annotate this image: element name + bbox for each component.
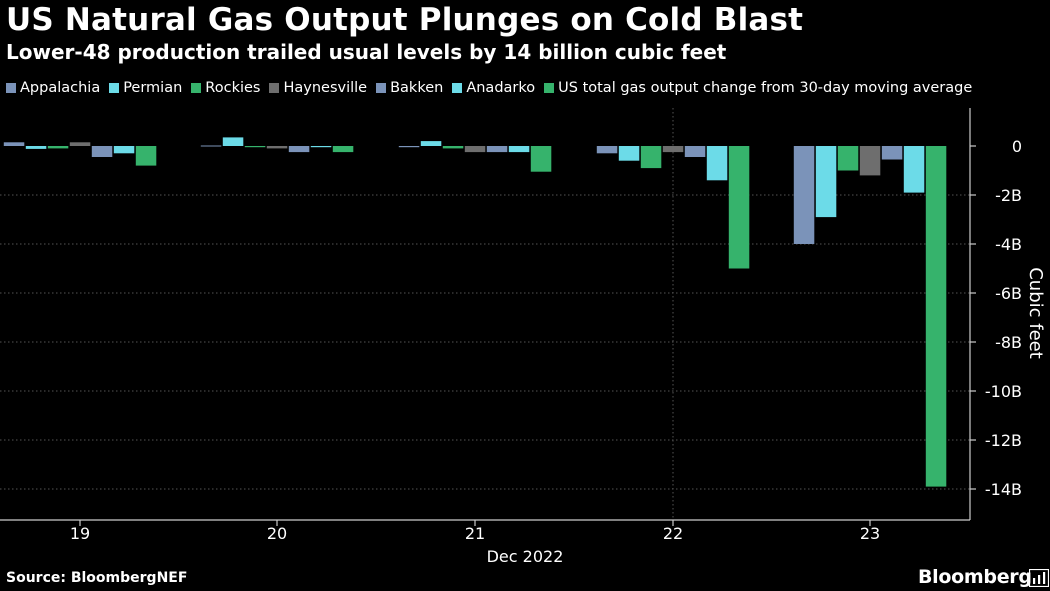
- legend-item: Appalachia: [6, 80, 100, 96]
- bar-rockies-dec-19: [47, 146, 69, 149]
- brand-wordmark: Bloomberg: [918, 566, 1032, 588]
- bar-appalachia-dec-19: [3, 142, 25, 146]
- x-tick-label: 21: [465, 524, 485, 543]
- bar-rockies-dec-23: [837, 146, 859, 171]
- bar-rockies-dec-22: [640, 146, 662, 169]
- bar-bakken-dec-21: [486, 146, 508, 153]
- y-tick-label: -4B: [995, 235, 1022, 254]
- legend-item: Haynesville: [269, 80, 367, 96]
- bar-haynesville-dec-22: [662, 146, 684, 153]
- x-tick-label: 23: [860, 524, 880, 543]
- legend-swatch: [376, 83, 387, 93]
- y-tick-label: -2B: [995, 186, 1022, 205]
- legend-swatch: [269, 83, 280, 93]
- bar-us-total-gas-output-change-from-30-day-moving-average-dec-21: [530, 146, 552, 172]
- chart-subtitle: Lower-48 production trailed usual levels…: [6, 40, 727, 64]
- bar-haynesville-dec-23: [859, 146, 881, 176]
- x-tick-label: 20: [267, 524, 287, 543]
- y-axis-label: Cubic feet: [1025, 267, 1046, 359]
- bar-permian-dec-20: [222, 137, 244, 146]
- bar-haynesville-dec-21: [464, 146, 486, 153]
- bar-permian-dec-23: [815, 146, 837, 218]
- bar-appalachia-dec-22: [596, 146, 618, 154]
- bar-haynesville-dec-19: [69, 142, 91, 146]
- bar-bakken-dec-19: [91, 146, 113, 157]
- bar-rockies-dec-21: [442, 146, 464, 149]
- bar-us-total-gas-output-change-from-30-day-moving-average-dec-19: [135, 146, 157, 166]
- x-axis-label: Dec 2022: [487, 547, 564, 566]
- legend-label: Anadarko: [466, 80, 536, 96]
- legend-swatch: [452, 83, 463, 93]
- bar-bakken-dec-22: [684, 146, 706, 157]
- legend-label: Rockies: [205, 80, 261, 96]
- y-tick-label: -8B: [995, 333, 1022, 352]
- bloomberg-logo-icon: [1029, 569, 1049, 587]
- bar-anadarko-dec-21: [508, 146, 530, 153]
- axes: 0 -2B -4B -6B -8B -10B -12B -14B 19 20 21 22 23: [0, 108, 1022, 543]
- legend-label: Bakken: [390, 80, 444, 96]
- x-tick-label: 19: [70, 524, 90, 543]
- bar-rockies-dec-20: [244, 146, 266, 148]
- y-tick-label: -6B: [995, 284, 1022, 303]
- legend-swatch: [544, 83, 555, 93]
- x-tick-label: 22: [663, 524, 683, 543]
- bar-anadarko-dec-20: [310, 146, 332, 148]
- legend-swatch: [191, 83, 202, 93]
- legend-item: Permian: [109, 80, 182, 96]
- bar-appalachia-dec-23: [793, 146, 815, 244]
- bar-appalachia-dec-21: [398, 146, 420, 148]
- bar-anadarko-dec-23: [903, 146, 925, 193]
- legend-label: Haynesville: [283, 80, 368, 96]
- y-tick-label: -14B: [985, 480, 1022, 499]
- bar-bakken-dec-23: [881, 146, 903, 160]
- bar-permian-dec-21: [420, 141, 442, 146]
- legend-item: Bakken: [376, 80, 443, 96]
- bar-haynesville-dec-20: [266, 146, 288, 149]
- y-tick-label: -10B: [985, 382, 1022, 401]
- y-tick-label: -12B: [985, 431, 1022, 450]
- legend-item: Rockies: [191, 80, 260, 96]
- legend-item: US total gas output change from 30-day m…: [544, 80, 972, 96]
- bar-permian-dec-19: [25, 146, 47, 149]
- bar-anadarko-dec-22: [706, 146, 728, 181]
- legend-label: Appalachia: [20, 80, 101, 96]
- legend-label: Permian: [123, 80, 183, 96]
- bar-bakken-dec-20: [288, 146, 310, 153]
- bar-us-total-gas-output-change-from-30-day-moving-average-dec-23: [925, 146, 947, 487]
- source-note: Source: BloombergNEF: [6, 570, 188, 586]
- bar-anadarko-dec-19: [113, 146, 135, 154]
- legend-swatch: [6, 83, 16, 93]
- bar-permian-dec-22: [618, 146, 640, 161]
- chart-legend: Appalachia Permian Rockies Haynesville Bakke…: [6, 79, 981, 97]
- bars: [3, 137, 947, 487]
- legend-item: Anadarko: [452, 80, 535, 96]
- bar-us-total-gas-output-change-from-30-day-moving-average-dec-22: [728, 146, 750, 269]
- bar-us-total-gas-output-change-from-30-day-moving-average-dec-20: [332, 146, 354, 153]
- legend-swatch: [109, 83, 120, 93]
- chart-title: US Natural Gas Output Plunges on Cold Bl…: [6, 2, 804, 38]
- y-tick-label: 0: [1012, 137, 1022, 156]
- bar-appalachia-dec-20: [200, 145, 222, 147]
- legend-label: US total gas output change from 30-day m…: [558, 80, 973, 96]
